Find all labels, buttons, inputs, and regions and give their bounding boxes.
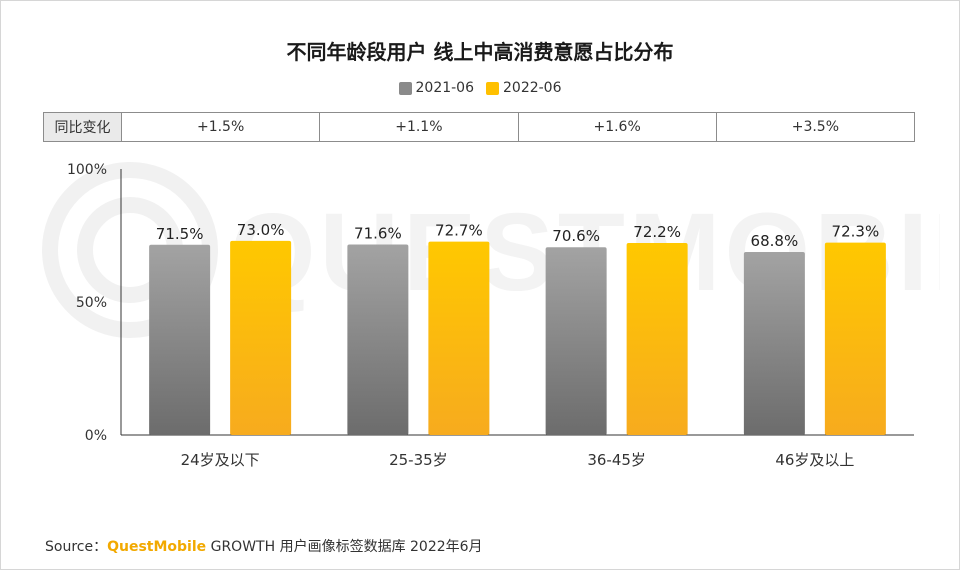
bar-2021: [743, 251, 805, 435]
data-label: 72.3%: [832, 223, 880, 241]
bar-2021: [347, 244, 409, 435]
yoy-cell-46-above: +3.5%: [791, 119, 840, 135]
data-label: 68.8%: [751, 232, 799, 250]
yoy-row-header: 同比变化: [44, 113, 122, 141]
source-note: Source：QuestMobile GROWTH 用户画像标签数据库 2022…: [45, 536, 483, 556]
bar-2022: [626, 242, 688, 435]
legend-item-2022: 2022-06: [486, 80, 562, 96]
y-tick-label: 0%: [85, 428, 107, 444]
legend-swatch-2021: [398, 81, 412, 95]
yoy-cell-25-35: +1.1%: [320, 113, 519, 141]
data-label: 73.0%: [237, 221, 285, 239]
bar-2022: [824, 242, 886, 435]
source-brand: QuestMobile: [107, 539, 207, 555]
legend-swatch-2022: [486, 81, 499, 95]
bar-2022: [230, 240, 292, 435]
legend-label-2021: 2021-06: [415, 80, 475, 96]
yoy-change-table: 同比变化 +1.5% +1.1% +1.6% +3.5%: [43, 112, 915, 142]
data-label: 70.6%: [552, 227, 600, 245]
yoy-cell-36-45: +1.6%: [519, 113, 717, 141]
bar-2021: [149, 244, 211, 435]
yoy-cell-24-below: +1.5%: [122, 113, 321, 141]
legend-item-2021: 2021-06: [398, 80, 475, 96]
x-tick-label: 25-35岁: [389, 451, 448, 469]
legend-label-2022: 2022-06: [503, 80, 562, 96]
data-label: 72.2%: [633, 223, 681, 241]
data-label: 71.5%: [156, 225, 204, 243]
bar-2022: [428, 241, 490, 435]
data-label: 72.7%: [435, 222, 483, 240]
chart-title: 不同年龄段用户 线上中高消费意愿占比分布: [286, 40, 674, 64]
x-tick-label: 24岁及以下: [181, 451, 260, 469]
data-label: 71.6%: [354, 225, 402, 243]
y-tick-label: 50%: [76, 295, 107, 311]
legend: 2021-06 2022-06: [0, 80, 960, 96]
bar-2021: [545, 247, 607, 435]
x-tick-label: 46岁及以上: [775, 451, 854, 469]
y-tick-label: 100%: [67, 162, 107, 178]
source-prefix: Source：: [45, 539, 108, 555]
source-text: GROWTH 用户画像标签数据库 2022年6月: [206, 539, 483, 555]
x-tick-label: 36-45岁: [587, 451, 646, 469]
